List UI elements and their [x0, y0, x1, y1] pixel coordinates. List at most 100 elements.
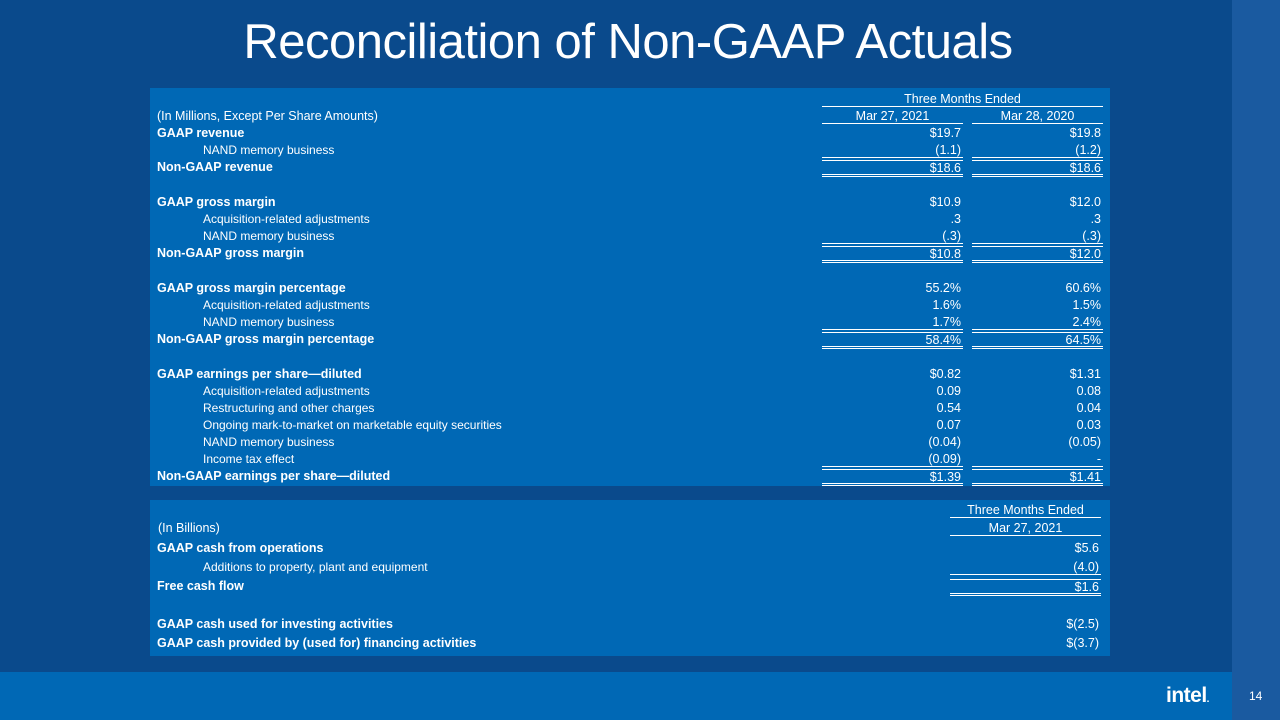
- column-header-mar-27-2021: Mar 27, 2021: [950, 521, 1101, 536]
- value-2020: $12.0: [1069, 195, 1101, 209]
- table-row-cash-from-operations: GAAP cash from operations $5.6: [150, 541, 1110, 558]
- value-2021: $19.7: [929, 126, 961, 140]
- row-label: GAAP cash from operations: [157, 541, 324, 555]
- value-2021: $(2.5): [1066, 617, 1099, 631]
- row-label: Additions to property, plant and equipme…: [203, 560, 428, 574]
- table-row-mark-to-market: Ongoing mark-to-market on marketable equ…: [150, 418, 1110, 435]
- value-2020: $1.41: [972, 469, 1103, 486]
- value-2021: (4.0): [950, 560, 1101, 575]
- table-row-free-cash-flow: Free cash flow $1.6: [150, 579, 1110, 596]
- row-label: Non-GAAP earnings per share—diluted: [157, 469, 391, 483]
- table-row-gaap-gross-margin: GAAP gross margin $10.9 $12.0: [150, 195, 1110, 212]
- value-2020: 0.08: [1076, 384, 1101, 398]
- value-2021: (0.09): [822, 452, 963, 467]
- table-row-acquisition-adjustments-pct: Acquisition-related adjustments 1.6% 1.5…: [150, 298, 1110, 315]
- page-number: 14: [1249, 689, 1263, 703]
- value-2021: (1.1): [822, 143, 963, 158]
- row-label: GAAP cash provided by (used for) financi…: [157, 636, 477, 650]
- table-row-restructuring: Restructuring and other charges 0.54 0.0…: [150, 401, 1110, 418]
- period-header: Three Months Ended: [950, 503, 1101, 518]
- value-2021: .3: [950, 212, 961, 226]
- column-header-mar-27-2021: Mar 27, 2021: [822, 109, 963, 124]
- row-label: GAAP cash used for investing activities: [157, 617, 393, 631]
- value-2021: $18.6: [822, 160, 963, 177]
- table-row-nand-revenue: NAND memory business (1.1) (1.2): [150, 143, 1110, 160]
- value-2020: $1.31: [1069, 367, 1101, 381]
- row-label: NAND memory business: [203, 143, 335, 157]
- right-edge-strip: [1232, 0, 1280, 720]
- table-row-financing-activities: GAAP cash provided by (used for) financi…: [150, 636, 1110, 653]
- value-2020: $12.0: [972, 246, 1103, 263]
- value-2021: 0.07: [936, 418, 961, 432]
- row-label: Non-GAAP gross margin: [157, 246, 305, 260]
- row-label: Non-GAAP gross margin percentage: [157, 332, 375, 346]
- intel-logo: intel.: [1166, 684, 1210, 707]
- table-row-non-gaap-gross-margin: Non-GAAP gross margin $10.8 $12.0: [150, 246, 1110, 263]
- value-2021: 0.54: [936, 401, 961, 415]
- value-2021: $10.8: [822, 246, 963, 263]
- value-2021: $(3.7): [1066, 636, 1099, 650]
- free-cash-flow-table: Three Months Ended (In Billions) Mar 27,…: [150, 500, 1110, 656]
- row-label: NAND memory business: [203, 315, 335, 329]
- value-2021: $1.39: [822, 469, 963, 486]
- value-2020: (.3): [972, 229, 1103, 244]
- non-gaap-reconciliation-table: Three Months Ended (In Millions, Except …: [150, 88, 1110, 486]
- value-2020: (0.05): [1068, 435, 1101, 449]
- value-2020: $19.8: [1069, 126, 1101, 140]
- value-2020: 1.5%: [1072, 298, 1102, 312]
- row-label: GAAP earnings per share—diluted: [157, 367, 362, 381]
- value-2020: 60.6%: [1065, 281, 1101, 295]
- row-label: Restructuring and other charges: [203, 401, 375, 415]
- value-2021: (.3): [822, 229, 963, 244]
- table-row-additions-ppe: Additions to property, plant and equipme…: [150, 560, 1110, 577]
- value-2021: (0.04): [928, 435, 961, 449]
- table-row-nand-eps: NAND memory business (0.04) (0.05): [150, 435, 1110, 452]
- column-header-mar-28-2020: Mar 28, 2020: [972, 109, 1103, 124]
- table-row-income-tax: Income tax effect (0.09) -: [150, 452, 1110, 469]
- table-row-gaap-revenue: GAAP revenue $19.7 $19.8: [150, 126, 1110, 143]
- value-2021: $1.6: [950, 579, 1101, 596]
- table-row-non-gaap-gross-margin-pct: Non-GAAP gross margin percentage 58.4% 6…: [150, 332, 1110, 349]
- row-label: GAAP gross margin: [157, 195, 276, 209]
- value-2021: $0.82: [929, 367, 961, 381]
- table-row-acquisition-adjustments: Acquisition-related adjustments .3 .3: [150, 212, 1110, 229]
- value-2021: 1.7%: [822, 315, 963, 330]
- row-label: Acquisition-related adjustments: [203, 212, 370, 226]
- value-2020: $18.6: [972, 160, 1103, 177]
- value-2020: 0.03: [1076, 418, 1101, 432]
- units-label: (In Billions): [158, 521, 220, 535]
- footer-bar: [0, 672, 1232, 720]
- value-2021: $5.6: [1074, 541, 1099, 555]
- value-2021: $10.9: [929, 195, 961, 209]
- row-label: GAAP gross margin percentage: [157, 281, 346, 295]
- page-title: Reconciliation of Non-GAAP Actuals: [243, 15, 1013, 69]
- table-row-nand-gross-margin: NAND memory business (.3) (.3): [150, 229, 1110, 246]
- value-2021: 1.6%: [932, 298, 962, 312]
- value-2020: -: [972, 452, 1103, 467]
- row-label: Acquisition-related adjustments: [203, 298, 370, 312]
- units-label: (In Millions, Except Per Share Amounts): [157, 109, 378, 123]
- row-label: GAAP revenue: [157, 126, 245, 140]
- row-label: NAND memory business: [203, 229, 335, 243]
- table-row-gaap-eps: GAAP earnings per share—diluted $0.82 $1…: [150, 367, 1110, 384]
- value-2020: (1.2): [972, 143, 1103, 158]
- period-header: Three Months Ended: [822, 92, 1103, 107]
- value-2020: .3: [1090, 212, 1101, 226]
- value-2021: 58.4%: [822, 332, 963, 349]
- value-2021: 55.2%: [925, 281, 961, 295]
- table-row-investing-activities: GAAP cash used for investing activities …: [150, 617, 1110, 634]
- value-2020: 0.04: [1076, 401, 1101, 415]
- table-row-gaap-gross-margin-pct: GAAP gross margin percentage 55.2% 60.6%: [150, 281, 1110, 298]
- row-label: Income tax effect: [203, 452, 295, 466]
- table-row-nand-pct: NAND memory business 1.7% 2.4%: [150, 315, 1110, 332]
- value-2020: 2.4%: [972, 315, 1103, 330]
- table-row-non-gaap-revenue: Non-GAAP revenue $18.6 $18.6: [150, 160, 1110, 177]
- row-label: Ongoing mark-to-market on marketable equ…: [203, 418, 502, 432]
- row-label: NAND memory business: [203, 435, 335, 449]
- table-row-non-gaap-eps: Non-GAAP earnings per share—diluted $1.3…: [150, 469, 1110, 486]
- value-2021: 0.09: [936, 384, 961, 398]
- row-label: Free cash flow: [157, 579, 244, 593]
- value-2020: 64.5%: [972, 332, 1103, 349]
- table-row-acquisition-adjustments-eps: Acquisition-related adjustments 0.09 0.0…: [150, 384, 1110, 401]
- row-label: Acquisition-related adjustments: [203, 384, 370, 398]
